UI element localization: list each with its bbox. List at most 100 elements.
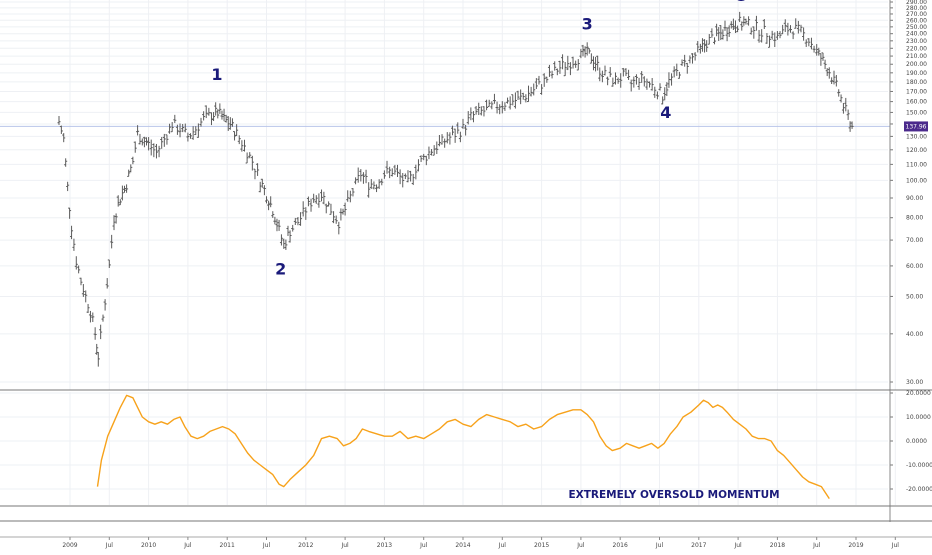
price-bar (752, 26, 756, 39)
price-bar (832, 70, 836, 85)
price-bar (574, 60, 578, 68)
price-bar (576, 59, 580, 71)
price-tick-label: 60.00 (906, 263, 923, 270)
price-bar (320, 189, 324, 202)
price-tick-label: 90.00 (906, 195, 923, 202)
price-bar (537, 75, 541, 85)
price-bar (596, 55, 600, 71)
price-bar (474, 105, 478, 115)
price-bar (648, 81, 652, 88)
time-tick-label: 2018 (770, 542, 785, 549)
price-bar (196, 123, 200, 138)
price-tick-label: 260.00 (906, 17, 927, 24)
price-bar (587, 48, 591, 54)
price-bar (850, 121, 854, 129)
price-bar (142, 136, 146, 148)
price-bar (74, 256, 78, 270)
price-bar (118, 199, 122, 206)
price-bar (237, 135, 241, 145)
wave-label-2: 2 (275, 259, 286, 278)
price-tick-label: 120.00 (906, 147, 927, 154)
price-bar (348, 190, 352, 203)
price-bar (256, 163, 260, 176)
price-bar (540, 84, 544, 95)
price-bar (250, 155, 254, 171)
price-bar (351, 188, 355, 197)
price-bar (88, 310, 92, 323)
price-bar (579, 48, 583, 59)
price-bar (830, 77, 834, 84)
price-bar (721, 29, 725, 40)
price-bar (133, 141, 137, 153)
price-bar (265, 196, 268, 204)
price-bar (293, 217, 297, 225)
price-tick-label: 170.00 (906, 88, 927, 95)
price-bar (230, 118, 234, 127)
price-bar (717, 27, 721, 41)
price-bar (157, 145, 161, 158)
price-bar (369, 179, 373, 189)
price-bar (77, 265, 81, 274)
price-bar (245, 152, 249, 164)
price-bar (317, 193, 321, 208)
price-bar (127, 169, 131, 177)
price-bar (286, 225, 290, 236)
price-bar (629, 79, 633, 92)
price-tick-label: 290.00 (906, 0, 927, 6)
price-bar (262, 185, 266, 196)
price-bar (181, 124, 185, 133)
price-bar (140, 138, 144, 146)
time-tick-label: 2017 (691, 542, 706, 549)
price-bar (482, 106, 486, 117)
price-tick-label: 220.00 (906, 45, 927, 52)
price-bar (821, 52, 825, 61)
price-bar (479, 106, 483, 116)
price-bar (284, 239, 288, 250)
price-bar (471, 111, 475, 123)
price-bar (495, 101, 499, 114)
price-bar (279, 234, 283, 246)
price-bar (269, 196, 273, 208)
price-bar (677, 71, 681, 79)
price-bar (819, 53, 823, 66)
price-bar (527, 85, 530, 103)
price-bar (224, 114, 228, 123)
price-bar (312, 193, 316, 203)
price-bar (464, 124, 468, 136)
price-bar (403, 173, 407, 180)
price-bar (550, 70, 554, 79)
price-tick-label: 210.00 (906, 53, 927, 60)
price-bar (685, 62, 689, 74)
price-bar (129, 164, 133, 173)
time-tick-label: Jul (105, 542, 114, 549)
price-bar (458, 131, 462, 143)
time-tick-label: Jul (655, 542, 664, 549)
price-bar (848, 121, 852, 132)
price-bar (120, 185, 124, 201)
wave-label-1: 1 (211, 65, 222, 84)
price-bar (500, 101, 504, 114)
price-tick-label: 190.00 (906, 70, 927, 77)
price-bar (112, 215, 116, 231)
price-bar (834, 74, 838, 87)
price-bar (634, 74, 638, 85)
momentum-line (96, 394, 830, 499)
price-bar (301, 201, 305, 217)
price-tick-label: 250.00 (906, 24, 927, 31)
wave-label-5: 5 (736, 0, 747, 5)
price-bar (700, 38, 704, 52)
price-bar (202, 111, 206, 121)
price-bar (581, 44, 585, 57)
momentum-annotation: EXTREMELY OVERSOLD MOMENTUM (568, 489, 779, 501)
price-bar (390, 168, 394, 177)
price-bar (96, 351, 100, 367)
price-bar (260, 178, 264, 188)
price-bar (837, 89, 841, 97)
time-tick-label: Jul (183, 542, 192, 549)
price-bar (705, 40, 709, 52)
price-bar (665, 82, 669, 97)
price-bar (566, 55, 570, 71)
price-bar (778, 31, 782, 39)
price-bar (529, 86, 533, 97)
